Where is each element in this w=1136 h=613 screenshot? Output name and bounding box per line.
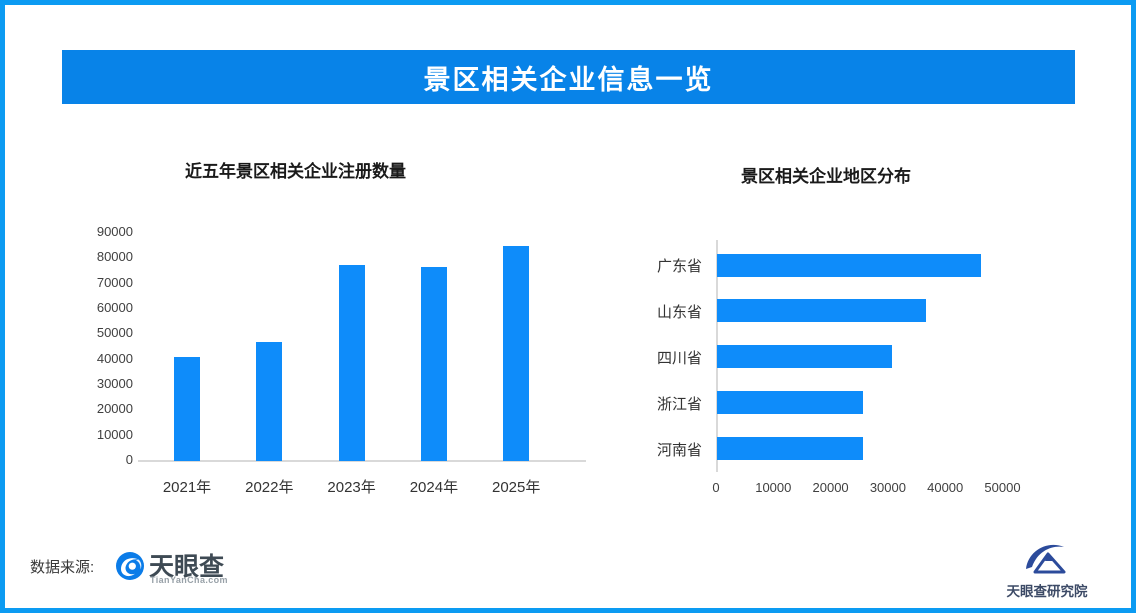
x-category-label: 2025年 — [492, 479, 541, 496]
y-tick-label: 90000 — [96, 224, 133, 239]
x-category-label: 2024年 — [409, 479, 459, 496]
institute-logo-text: 天眼查研究院 — [1006, 584, 1088, 599]
x-category-label: 2021年 — [162, 479, 212, 496]
x-tick-label: 50000 — [984, 480, 1021, 495]
title-banner: 景区相关企业信息一览 — [62, 50, 1075, 104]
y-category-label: 山东省 — [656, 303, 702, 321]
institute-logo-icon — [1023, 538, 1067, 581]
page-title: 景区相关企业信息一览 — [423, 64, 714, 95]
y-category-label: 广东省 — [656, 258, 702, 275]
tianyancha-logo-text: 天眼查 — [149, 553, 225, 581]
x-tick-label: 40000 — [927, 480, 964, 495]
bar-广东省 — [717, 253, 981, 277]
bar-河南省 — [717, 437, 863, 461]
tianyancha-logo-icon — [116, 552, 144, 585]
bar-2021年 — [174, 357, 200, 461]
bar-四川省 — [717, 345, 892, 369]
data-source-label: 数据来源: — [30, 559, 95, 576]
y-tick-label: 30000 — [96, 376, 133, 391]
x-axis-line — [138, 460, 586, 462]
x-category-label: 2022年 — [245, 479, 294, 496]
bar-2022年 — [256, 341, 283, 461]
x-tick-label: 30000 — [869, 480, 906, 495]
bar-山东省 — [717, 299, 927, 323]
y-tick-label: 60000 — [96, 300, 133, 315]
x-tick-label: 0 — [712, 480, 720, 495]
bar-2025年 — [503, 245, 530, 461]
y-tick-label: 0 — [125, 452, 133, 467]
y-category-label: 河南省 — [656, 441, 702, 459]
tianyancha-logo-url: TianYanCha.com — [150, 575, 228, 585]
bar-2024年 — [420, 267, 447, 461]
y-tick-label: 50000 — [96, 325, 133, 341]
x-tick-label: 20000 — [812, 480, 849, 495]
y-tick-label: 40000 — [96, 350, 133, 366]
bar-2023年 — [338, 264, 365, 461]
x-tick-label: 10000 — [755, 480, 792, 495]
y-category-label: 浙江省 — [656, 395, 702, 413]
registration-chart-title: 近五年景区相关企业注册数量 — [185, 162, 406, 181]
y-tick-label: 20000 — [96, 401, 133, 417]
region-chart-title: 景区相关企业地区分布 — [741, 167, 911, 186]
y-tick-label: 70000 — [96, 274, 133, 290]
y-category-label: 四川省 — [656, 349, 702, 367]
y-tick-label: 80000 — [96, 249, 133, 265]
bar-浙江省 — [717, 391, 864, 415]
x-category-label: 2023年 — [327, 479, 376, 496]
y-tick-label: 10000 — [96, 426, 133, 442]
